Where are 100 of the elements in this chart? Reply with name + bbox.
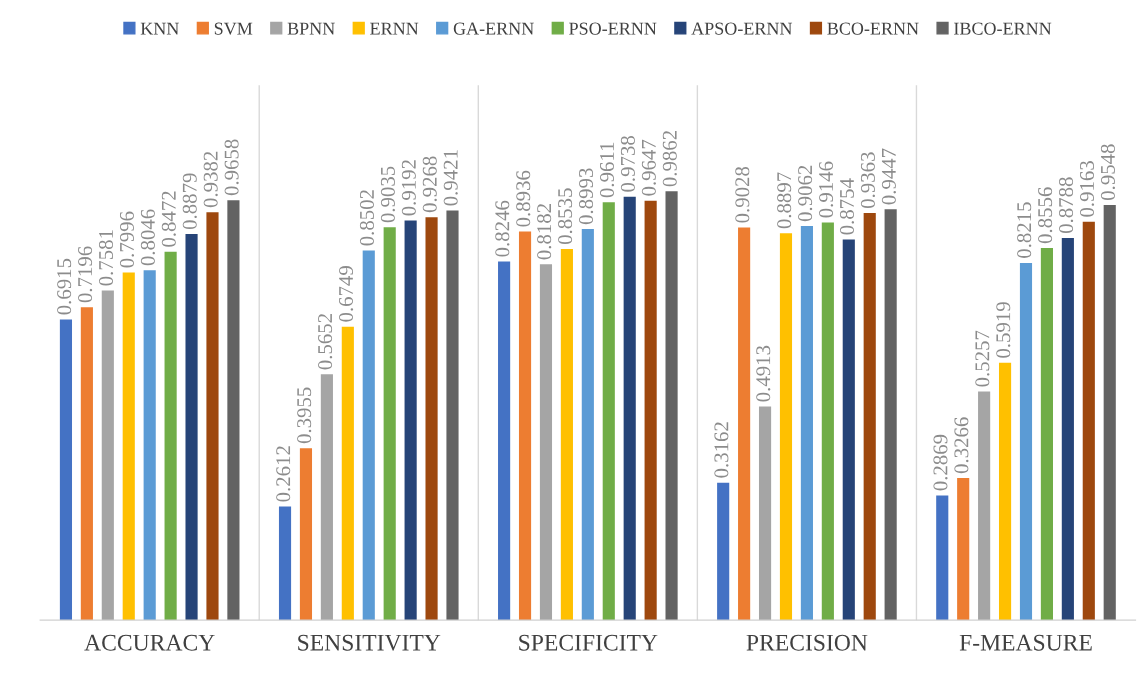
- bar: [299, 448, 313, 621]
- data-label: 0.5919: [996, 302, 1011, 358]
- bar: [665, 191, 678, 621]
- data-label: 0.9382: [203, 151, 218, 208]
- legend-label: BPNN: [287, 22, 335, 35]
- data-label: 0.9028: [735, 166, 750, 223]
- bar: [957, 478, 970, 621]
- data-label: 0.8046: [140, 209, 155, 266]
- bar: [518, 231, 532, 621]
- bar: [884, 209, 897, 621]
- data-label: 0.2612: [276, 446, 291, 502]
- data-label: 0.9862: [662, 131, 677, 187]
- bar: [1103, 204, 1116, 621]
- data-label: 0.8879: [182, 173, 197, 230]
- bar: [320, 374, 333, 621]
- bar: [498, 261, 511, 621]
- data-label: 0.9163: [1079, 161, 1095, 217]
- bar: [779, 233, 793, 621]
- legend-label: SVM: [214, 22, 253, 35]
- bar: [738, 227, 751, 621]
- x-tick-label: ACCURACY: [84, 634, 215, 651]
- data-label: 0.8182: [537, 204, 552, 260]
- bar: [341, 326, 354, 621]
- data-label: 0.9447: [881, 148, 896, 205]
- bar: [1082, 221, 1095, 621]
- bar: [446, 210, 459, 621]
- bar: [581, 229, 594, 621]
- data-label: 0.9268: [422, 156, 437, 213]
- legend-label: IBCO-ERNN: [954, 22, 1052, 35]
- bar: [602, 202, 615, 621]
- data-label: 0.9738: [620, 136, 636, 192]
- bar: [539, 264, 553, 621]
- data-label: 0.6749: [338, 266, 354, 322]
- bar: [560, 249, 573, 621]
- data-label: 0.8897: [777, 172, 792, 229]
- legend-label: ERNN: [370, 22, 419, 35]
- data-label: 0.9062: [798, 165, 813, 222]
- data-label: 0.9647: [641, 139, 656, 196]
- legend-label: APSO-ERNN: [691, 22, 793, 35]
- bar: [863, 213, 876, 621]
- data-label: 0.8246: [495, 200, 510, 257]
- bar: [623, 196, 636, 621]
- data-label: 0.6915: [57, 258, 72, 315]
- data-label: 0.8472: [161, 191, 176, 247]
- data-label: 0.9658: [224, 139, 239, 196]
- bar: [644, 200, 657, 621]
- data-label: 0.9146: [819, 161, 834, 218]
- data-label: 0.9035: [380, 166, 395, 223]
- data-label: 0.4913: [756, 345, 771, 402]
- bar: [717, 482, 730, 621]
- bar: [185, 234, 198, 621]
- data-label: 0.9363: [860, 152, 876, 209]
- data-label: 0.9421: [443, 150, 458, 206]
- bar: [1061, 238, 1074, 621]
- data-label: 0.3162: [714, 422, 729, 478]
- bar: [1040, 248, 1053, 621]
- bar: [164, 251, 177, 621]
- bar: [936, 495, 949, 621]
- legend-label: BCO-ERNN: [827, 22, 919, 35]
- bar: [821, 222, 834, 621]
- x-tick-label: F-MEASURE: [959, 634, 1092, 651]
- data-label: 0.5652: [318, 314, 333, 370]
- data-label: 0.8788: [1059, 177, 1074, 234]
- bar: [278, 506, 292, 621]
- legend-label: GA-ERNN: [453, 22, 534, 35]
- data-label: 0.9192: [401, 160, 416, 216]
- bar: [978, 391, 991, 621]
- bar: [842, 239, 855, 621]
- data-label: 0.9611: [599, 142, 615, 198]
- bar: [362, 250, 375, 621]
- data-label: 0.5257: [975, 330, 990, 387]
- bar: [101, 290, 114, 621]
- bar: [1019, 262, 1033, 621]
- x-tick-label: SPECIFICITY: [519, 634, 658, 651]
- data-label: 0.8556: [1038, 187, 1053, 244]
- bar: [59, 319, 73, 621]
- data-label: 0.7196: [78, 246, 93, 303]
- bar: [758, 406, 772, 621]
- bar: [122, 272, 135, 621]
- legend-label: PSO-ERNN: [569, 22, 657, 35]
- data-label: 0.8502: [359, 190, 375, 246]
- data-label: 0.8754: [839, 178, 855, 235]
- data-label: 0.2869: [933, 434, 948, 491]
- bar: [143, 270, 156, 621]
- bar: [998, 362, 1012, 621]
- data-label: 0.8215: [1017, 202, 1032, 258]
- data-label: 0.3266: [954, 417, 969, 474]
- bar: [383, 227, 396, 621]
- data-label: 0.8993: [578, 168, 594, 225]
- data-label: 0.7581: [98, 230, 114, 286]
- data-label: 0.8535: [558, 188, 573, 245]
- data-label: 0.8936: [516, 170, 531, 227]
- data-label: 0.7996: [119, 211, 135, 268]
- bar: [227, 200, 240, 621]
- data-label: 0.3955: [297, 387, 312, 444]
- bar: [800, 226, 813, 621]
- x-tick-label: SENSITIVITY: [298, 634, 441, 651]
- data-label: 0.9548: [1100, 144, 1116, 200]
- bar: [80, 307, 93, 621]
- bar: [206, 212, 219, 621]
